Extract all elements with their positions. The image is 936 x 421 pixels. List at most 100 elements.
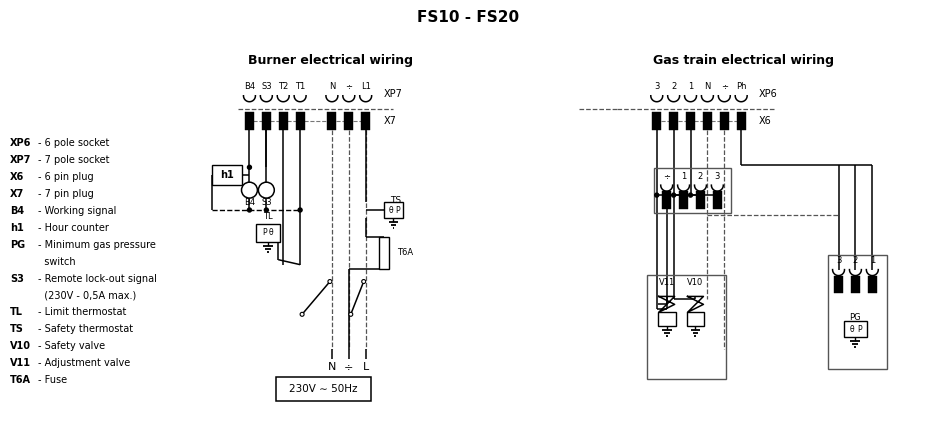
Text: PG: PG [10,240,25,250]
Text: S3: S3 [261,83,271,91]
Bar [737,112,746,130]
Text: 2: 2 [698,172,703,181]
Circle shape [715,193,720,197]
Text: TS: TS [390,196,401,205]
Bar [245,112,254,130]
Circle shape [672,193,676,197]
Text: L1: L1 [360,83,371,91]
Text: P: P [395,205,400,215]
Circle shape [681,193,685,197]
Bar [378,237,388,269]
Text: 230V ∼ 50Hz: 230V ∼ 50Hz [288,384,358,394]
Circle shape [689,193,693,197]
Text: switch: switch [37,257,76,266]
Text: ÷: ÷ [664,172,670,181]
Text: X6: X6 [10,172,24,182]
Text: θ: θ [269,228,273,237]
Bar [262,112,271,130]
Text: - 6 pole socket: - 6 pole socket [37,139,110,149]
Text: Gas train electrical wiring: Gas train electrical wiring [652,54,834,67]
Text: ÷: ÷ [344,362,354,372]
Text: X7: X7 [384,116,397,125]
Bar [276,377,371,401]
Circle shape [349,312,353,316]
Circle shape [361,280,366,283]
Text: L: L [362,362,369,372]
Text: TL: TL [10,307,23,317]
Text: TS: TS [10,324,24,334]
Text: - Safety thermostat: - Safety thermostat [37,324,133,334]
Bar [720,112,729,130]
Text: 2: 2 [853,256,858,265]
Bar [680,191,688,209]
Circle shape [247,208,252,212]
Bar [662,191,671,209]
Bar [384,202,403,218]
Text: - 6 pin plug: - 6 pin plug [37,172,94,182]
Text: 2: 2 [671,83,676,91]
Bar [696,191,705,209]
Bar [834,276,843,293]
Circle shape [247,165,252,169]
Bar [256,224,280,242]
Bar [344,112,353,130]
Text: θ: θ [849,325,854,334]
Bar [328,112,336,130]
Text: N: N [329,83,335,91]
Bar [653,168,731,213]
Text: P: P [262,228,267,237]
Text: - Minimum gas pressure: - Minimum gas pressure [37,240,155,250]
Bar [361,112,370,130]
Text: XP7: XP7 [384,89,402,99]
Text: X6: X6 [759,116,772,125]
Text: V11: V11 [659,278,675,287]
Bar [296,112,304,130]
Circle shape [698,193,702,197]
Bar [212,165,241,185]
Bar [647,274,726,379]
Text: - 7 pole socket: - 7 pole socket [37,155,110,165]
Text: V10: V10 [687,278,704,287]
Bar [868,276,877,293]
Circle shape [300,312,304,316]
Bar [652,112,661,130]
Text: T2: T2 [278,83,288,91]
Bar [843,321,868,337]
Text: 1: 1 [688,83,694,91]
Text: - Limit thermostat: - Limit thermostat [37,307,126,317]
Bar [703,112,712,130]
Text: B4: B4 [244,83,255,91]
Bar [658,312,676,326]
Text: h1: h1 [10,223,23,233]
Text: T6A: T6A [398,248,414,257]
Text: N: N [704,83,710,91]
Text: ÷: ÷ [721,83,728,91]
Bar [713,191,722,209]
Bar [279,112,287,130]
Bar [686,312,705,326]
Bar [851,276,860,293]
Circle shape [299,208,302,212]
Bar [686,112,695,130]
Text: - Safety valve: - Safety valve [37,341,105,351]
Text: T6A: T6A [10,375,31,385]
Text: - Fuse: - Fuse [37,375,67,385]
Bar [669,112,678,130]
Text: PG: PG [850,313,861,322]
Text: 1: 1 [870,256,875,265]
Text: B4: B4 [244,197,255,207]
Text: T1: T1 [295,83,305,91]
Text: FS10 - FS20: FS10 - FS20 [417,10,519,25]
Text: Burner electrical wiring: Burner electrical wiring [248,54,414,67]
Bar [827,255,887,369]
Circle shape [258,182,274,198]
Text: XP6: XP6 [759,89,778,99]
Text: Ph: Ph [736,83,746,91]
Text: X7: X7 [10,189,24,199]
Text: B4: B4 [10,206,24,216]
Text: 1: 1 [681,172,686,181]
Text: θ: θ [388,205,393,215]
Text: N: N [328,362,336,372]
Text: ÷: ÷ [345,83,352,91]
Text: 3: 3 [654,83,660,91]
